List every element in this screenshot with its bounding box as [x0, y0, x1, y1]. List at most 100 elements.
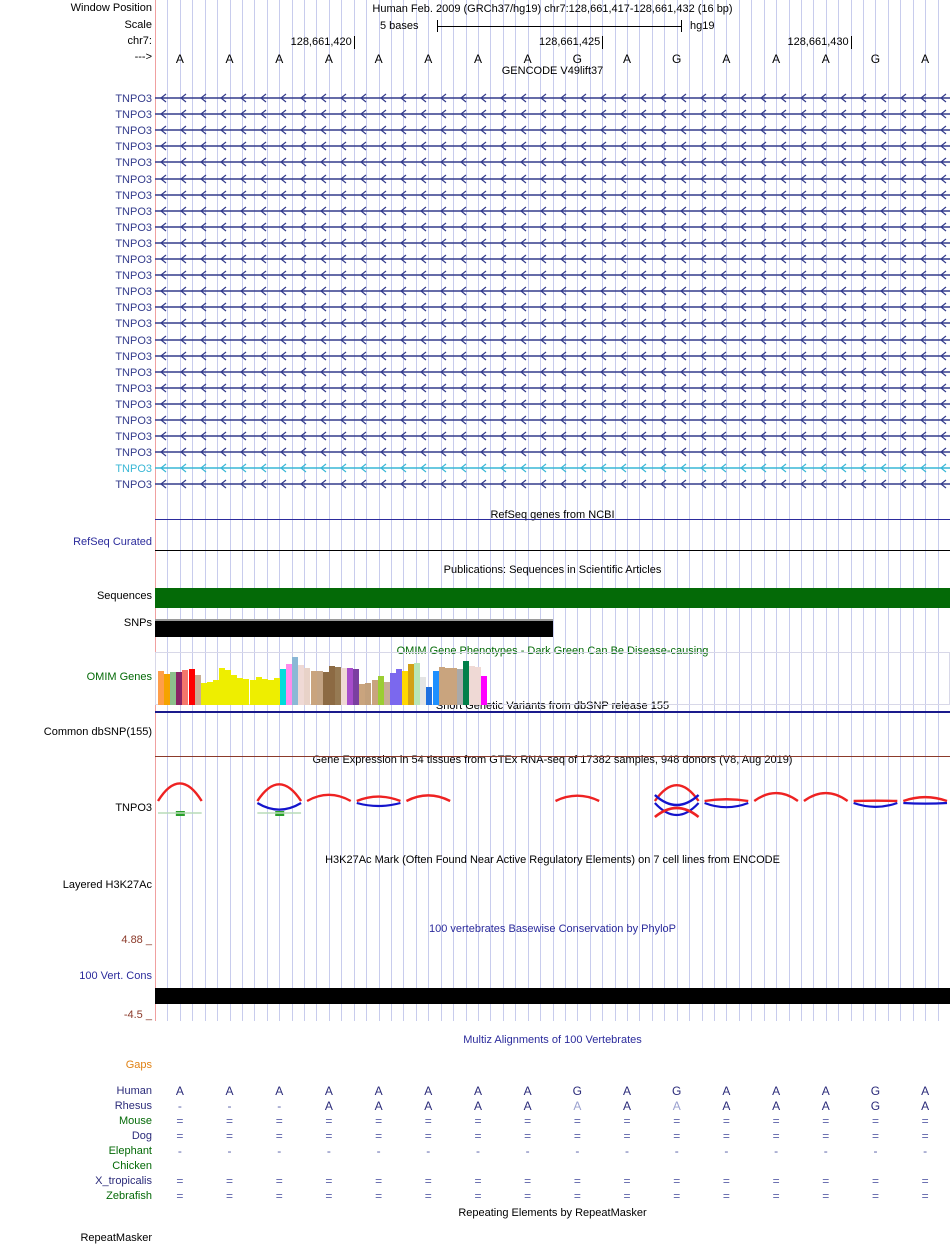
phylop-conservation-plot[interactable] [155, 757, 950, 833]
gtex-tissue-bar[interactable] [444, 668, 451, 705]
gencode-gene-feature[interactable] [155, 479, 950, 490]
gencode-gene-label[interactable]: TNPO3 [115, 431, 152, 444]
gtex-tissue-bar[interactable] [231, 675, 238, 705]
gtex-tissue-bar[interactable] [377, 676, 384, 705]
gtex-tissue-bar[interactable] [402, 671, 408, 705]
gencode-gene-feature[interactable] [155, 157, 950, 168]
publications-feature-line[interactable] [155, 550, 950, 551]
gencode-gene-label[interactable]: TNPO3 [115, 141, 152, 154]
gencode-gene-feature[interactable] [155, 351, 950, 362]
gencode-gene-feature[interactable] [155, 109, 950, 120]
gencode-gene-label[interactable]: TNPO3 [115, 157, 152, 170]
gencode-gene-label[interactable]: TNPO3 [115, 318, 152, 331]
gtex-tissue-bar[interactable] [249, 680, 256, 705]
gtex-tissue-bar[interactable] [341, 668, 347, 705]
gtex-tissue-bar[interactable] [359, 684, 366, 705]
gtex-tissue-bar[interactable] [310, 671, 317, 705]
multiz-species-label[interactable]: Elephant [108, 1145, 152, 1157]
gtex-tissue-bar[interactable] [395, 669, 402, 705]
dbsnp-label[interactable]: Common dbSNP(155) [43, 726, 152, 738]
gencode-gene-label[interactable]: TNPO3 [115, 302, 152, 315]
gtex-tissue-bar[interactable] [450, 668, 457, 705]
repeatmasker-feature-bar[interactable] [155, 988, 950, 1004]
omim-label[interactable]: OMIM Genes [86, 671, 152, 683]
gencode-gene-feature[interactable] [155, 463, 950, 474]
gencode-gene-label[interactable]: TNPO3 [115, 415, 152, 427]
gtex-tissue-bar[interactable] [170, 672, 177, 705]
gtex-tissue-bar[interactable] [164, 674, 171, 705]
gencode-gene-label[interactable]: TNPO3 [115, 286, 152, 299]
gencode-gene-label[interactable]: TNPO3 [115, 270, 152, 283]
gencode-gene-feature[interactable] [155, 447, 950, 458]
gtex-tissue-bar[interactable] [158, 671, 164, 705]
gtex-tissue-bar[interactable] [469, 666, 476, 705]
gencode-gene-feature[interactable] [155, 254, 950, 265]
gencode-gene-feature[interactable] [155, 206, 950, 217]
gtex-tissue-bar[interactable] [176, 672, 183, 705]
gencode-gene-label[interactable]: TNPO3 [115, 254, 152, 266]
gtex-tissue-bar[interactable] [371, 680, 378, 705]
gtex-tissue-bar[interactable] [322, 672, 329, 705]
gtex-tissue-bar[interactable] [365, 683, 372, 705]
gtex-tissue-bar[interactable] [286, 664, 293, 705]
gencode-gene-feature[interactable] [155, 399, 950, 410]
multiz-species-label[interactable]: X_tropicalis [95, 1175, 152, 1187]
gencode-gene-label[interactable]: TNPO3 [115, 447, 152, 460]
gencode-gene-feature[interactable] [155, 415, 950, 426]
gencode-gene-label[interactable]: TNPO3 [115, 93, 152, 105]
gtex-tissue-bar[interactable] [219, 668, 225, 705]
gencode-gene-label[interactable]: TNPO3 [115, 463, 152, 476]
gtex-tissue-bar[interactable] [463, 661, 469, 705]
gtex-tissue-bar[interactable] [438, 667, 445, 705]
gtex-tissue-bar[interactable] [261, 679, 268, 705]
gtex-tissue-bar[interactable] [426, 687, 433, 705]
gtex-tissue-bar[interactable] [383, 682, 390, 705]
gtex-tissue-bar[interactable] [414, 663, 421, 705]
gtex-tissue-bar[interactable] [237, 678, 244, 705]
gencode-gene-feature[interactable] [155, 335, 950, 346]
gtex-tissue-bar[interactable] [280, 669, 286, 705]
gtex-tissue-bar[interactable] [432, 671, 439, 705]
gtex-tissue-bar[interactable] [182, 670, 189, 705]
gencode-gene-feature[interactable] [155, 238, 950, 249]
gtex-tissue-bar[interactable] [194, 675, 201, 705]
gencode-gene-feature[interactable] [155, 431, 950, 442]
multiz-species-label[interactable]: Mouse [118, 1115, 152, 1127]
gencode-gene-feature[interactable] [155, 367, 950, 378]
gtex-label[interactable]: TNPO3 [115, 802, 152, 814]
snps-label[interactable]: SNPs [123, 617, 152, 629]
gtex-tissue-bar[interactable] [255, 677, 262, 705]
multiz-species-label[interactable]: Human [116, 1085, 152, 1097]
gtex-tissue-bar[interactable] [273, 678, 280, 705]
gtex-tissue-bar[interactable] [200, 683, 207, 705]
gencode-gene-feature[interactable] [155, 174, 950, 185]
gtex-tissue-bar[interactable] [243, 679, 250, 705]
gaps-label[interactable]: Gaps [125, 1059, 152, 1071]
gtex-tissue-bar[interactable] [316, 671, 323, 705]
gencode-gene-label[interactable]: TNPO3 [115, 479, 152, 492]
gtex-tissue-bar[interactable] [328, 666, 335, 705]
gtex-bar-chart[interactable] [158, 655, 488, 705]
gtex-tissue-bar[interactable] [475, 667, 482, 705]
gtex-tissue-bar[interactable] [389, 673, 396, 705]
gencode-gene-label[interactable]: TNPO3 [115, 125, 152, 138]
gtex-tissue-bar[interactable] [420, 677, 427, 705]
gencode-gene-feature[interactable] [155, 383, 950, 394]
gencode-gene-feature[interactable] [155, 125, 950, 136]
gencode-gene-feature[interactable] [155, 222, 950, 233]
gtex-tissue-bar[interactable] [334, 667, 341, 705]
gencode-gene-label[interactable]: TNPO3 [115, 109, 152, 122]
multiz-species-label[interactable]: Chicken [112, 1160, 152, 1172]
gencode-gene-feature[interactable] [155, 302, 950, 313]
multiz-species-label[interactable]: Dog [131, 1130, 152, 1142]
gencode-gene-label[interactable]: TNPO3 [115, 237, 152, 250]
gtex-tissue-bar[interactable] [298, 665, 305, 705]
gtex-tissue-bar[interactable] [188, 669, 195, 705]
multiz-species-label[interactable]: Zebrafish [106, 1190, 152, 1202]
gencode-gene-feature[interactable] [155, 318, 950, 329]
refseq-label[interactable]: RefSeq Curated [73, 536, 152, 548]
gtex-tissue-bar[interactable] [292, 657, 299, 705]
omim-feature-bar[interactable] [155, 588, 950, 608]
multiz-species-label[interactable]: Rhesus [114, 1100, 152, 1112]
gtex-tissue-bar[interactable] [481, 676, 488, 705]
